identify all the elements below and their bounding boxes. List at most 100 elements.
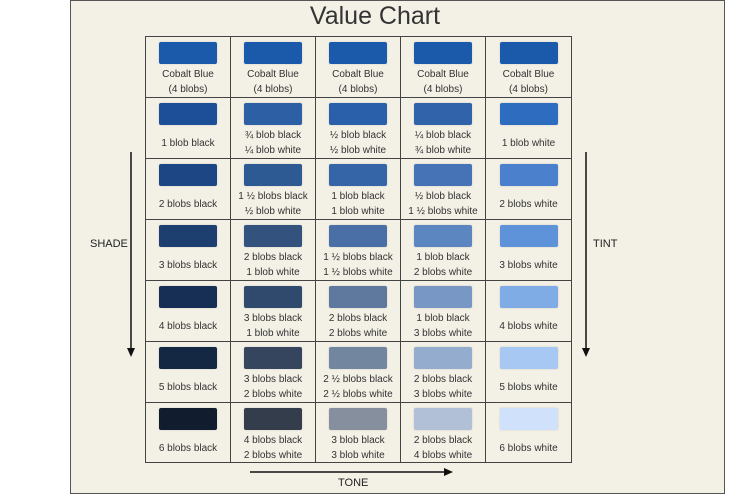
chart-cell: 6 blobs black bbox=[146, 403, 231, 463]
chart-cell: 1 blob black bbox=[146, 98, 231, 159]
mix-label: 1 blob white bbox=[502, 128, 555, 158]
chart-cell: 2 blobs black bbox=[146, 159, 231, 220]
paint-swatch bbox=[159, 103, 217, 125]
mix-label-line: Cobalt Blue bbox=[502, 69, 555, 80]
mix-label-line: 2 blobs black bbox=[328, 313, 388, 324]
paint-swatch bbox=[329, 408, 387, 430]
paint-swatch bbox=[159, 164, 217, 186]
chart-cell: 1 ½ blobs black ½ blob white bbox=[231, 159, 316, 220]
chart-cell: 3 blobs black 1 blob white bbox=[231, 281, 316, 342]
mix-label: 2 blobs black 1 blob white bbox=[244, 250, 302, 280]
paint-swatch bbox=[414, 286, 472, 308]
mix-label-line: ½ blob black bbox=[329, 130, 387, 141]
paint-swatch bbox=[499, 103, 558, 125]
paint-swatch bbox=[499, 225, 558, 247]
mix-label: Cobalt Blue (4 blobs) bbox=[247, 67, 299, 97]
mix-label: 1 ½ blobs black ½ blob white bbox=[238, 189, 308, 219]
chart-cell: 4 blobs white bbox=[486, 281, 571, 342]
chart-cell: 3 blobs white bbox=[486, 220, 571, 281]
tint-label: TINT bbox=[593, 238, 618, 250]
mix-label-line: 6 blobs black bbox=[158, 442, 218, 454]
mix-label-line: 5 blobs black bbox=[158, 381, 218, 393]
mix-label-line: ¾ blob black bbox=[244, 130, 302, 141]
mix-label: 3 blobs black bbox=[159, 250, 217, 280]
mix-label-line: 1 blob black bbox=[161, 137, 215, 149]
chart-cell: 6 blobs white bbox=[486, 403, 571, 463]
mix-label: 2 blobs black 4 blobs white bbox=[414, 433, 472, 463]
paint-swatch bbox=[414, 42, 472, 64]
paint-swatch bbox=[499, 42, 558, 64]
mix-label-line: ¼ blob white bbox=[244, 145, 302, 156]
chart-cell: 2 blobs black 3 blobs white bbox=[401, 342, 486, 403]
mix-label-line: 3 blobs black bbox=[158, 259, 218, 271]
value-grid: Cobalt Blue (4 blobs) Cobalt Blue (4 blobs)… bbox=[145, 36, 572, 463]
shade-label: SHADE bbox=[90, 238, 128, 250]
mix-label-line: 2 blobs white bbox=[328, 328, 388, 339]
paint-swatch bbox=[329, 42, 387, 64]
mix-label: 3 blobs black 1 blob white bbox=[244, 311, 302, 341]
mix-label: ½ blob black ½ blob white bbox=[330, 128, 386, 158]
mix-label: Cobalt Blue (4 blobs) bbox=[417, 67, 469, 97]
mix-label-line: 1 blob black bbox=[331, 191, 385, 202]
shade-arrow bbox=[127, 152, 135, 357]
chart-cell: 1 blob white bbox=[486, 98, 571, 159]
mix-label-line: 1 blob black bbox=[416, 313, 470, 324]
mix-label: 2 blobs black 3 blobs white bbox=[414, 372, 472, 402]
chart-cell: 1 blob black 2 blobs white bbox=[401, 220, 486, 281]
mix-label-line: 6 blobs white bbox=[499, 442, 558, 454]
mix-label-line: 3 blob black bbox=[331, 435, 385, 446]
mix-label: 4 blobs black 2 blobs white bbox=[244, 433, 302, 463]
mix-label: ¾ blob black ¼ blob white bbox=[245, 128, 301, 158]
paint-swatch bbox=[329, 225, 387, 247]
paint-swatch bbox=[244, 103, 302, 125]
mix-label: 6 blobs white bbox=[499, 433, 557, 463]
paint-swatch bbox=[244, 42, 302, 64]
mix-label-line: 3 blobs white bbox=[499, 259, 558, 271]
mix-label-line: 3 blobs black bbox=[243, 374, 303, 385]
chart-cell: Cobalt Blue (4 blobs) bbox=[486, 37, 571, 98]
paint-swatch bbox=[414, 103, 472, 125]
chart-cell: 2 blobs black 4 blobs white bbox=[401, 403, 486, 463]
mix-label: 1 blob black 1 blob white bbox=[331, 189, 384, 219]
mix-label: 2 ½ blobs black 2 ½ blobs white bbox=[323, 372, 393, 402]
chart-cell: 4 blobs black 2 blobs white bbox=[231, 403, 316, 463]
mix-label-line: 2 blobs black bbox=[413, 374, 473, 385]
mix-label-line: 2 ½ blobs black bbox=[323, 374, 393, 385]
mix-label-line: 4 blobs black bbox=[243, 435, 303, 446]
paint-swatch bbox=[329, 347, 387, 369]
mix-label-line: 2 blobs white bbox=[243, 389, 303, 400]
paint-swatch bbox=[159, 408, 217, 430]
mix-label-line: (4 blobs) bbox=[253, 84, 293, 95]
paint-swatch bbox=[414, 164, 472, 186]
paint-swatch bbox=[499, 286, 558, 308]
chart-cell: 2 blobs black 2 blobs white bbox=[316, 281, 401, 342]
chart-cell: ½ blob black 1 ½ blobs white bbox=[401, 159, 486, 220]
mix-label: 4 blobs white bbox=[499, 311, 557, 341]
tone-arrow bbox=[250, 468, 453, 476]
mix-label-line: 1 blob black bbox=[416, 252, 470, 263]
mix-label-line: Cobalt Blue bbox=[417, 69, 469, 80]
mix-label-line: 4 blobs white bbox=[413, 450, 473, 461]
mix-label-line: 1 blob white bbox=[331, 206, 385, 217]
chart-cell: 5 blobs black bbox=[146, 342, 231, 403]
mix-label-line: Cobalt Blue bbox=[162, 69, 214, 80]
chart-cell: Cobalt Blue (4 blobs) bbox=[231, 37, 316, 98]
chart-cell: 3 blobs black 2 blobs white bbox=[231, 342, 316, 403]
mix-label-line: 5 blobs white bbox=[499, 381, 558, 393]
mix-label-line: 3 blobs white bbox=[413, 389, 473, 400]
chart-cell: 4 blobs black bbox=[146, 281, 231, 342]
mix-label-line: ½ blob black bbox=[414, 191, 472, 202]
mix-label: 3 blobs white bbox=[499, 250, 557, 280]
mix-label: 2 blobs black 2 blobs white bbox=[329, 311, 387, 341]
chart-cell: ½ blob black ½ blob white bbox=[316, 98, 401, 159]
mix-label-line: ¼ blob black bbox=[414, 130, 472, 141]
chart-cell: Cobalt Blue (4 blobs) bbox=[146, 37, 231, 98]
mix-label: Cobalt Blue (4 blobs) bbox=[503, 67, 555, 97]
paint-swatch bbox=[159, 42, 217, 64]
mix-label: 5 blobs black bbox=[159, 372, 217, 402]
paint-swatch bbox=[244, 286, 302, 308]
paint-swatch bbox=[159, 347, 217, 369]
paint-swatch bbox=[159, 225, 217, 247]
chart-cell: 1 blob black 1 blob white bbox=[316, 159, 401, 220]
